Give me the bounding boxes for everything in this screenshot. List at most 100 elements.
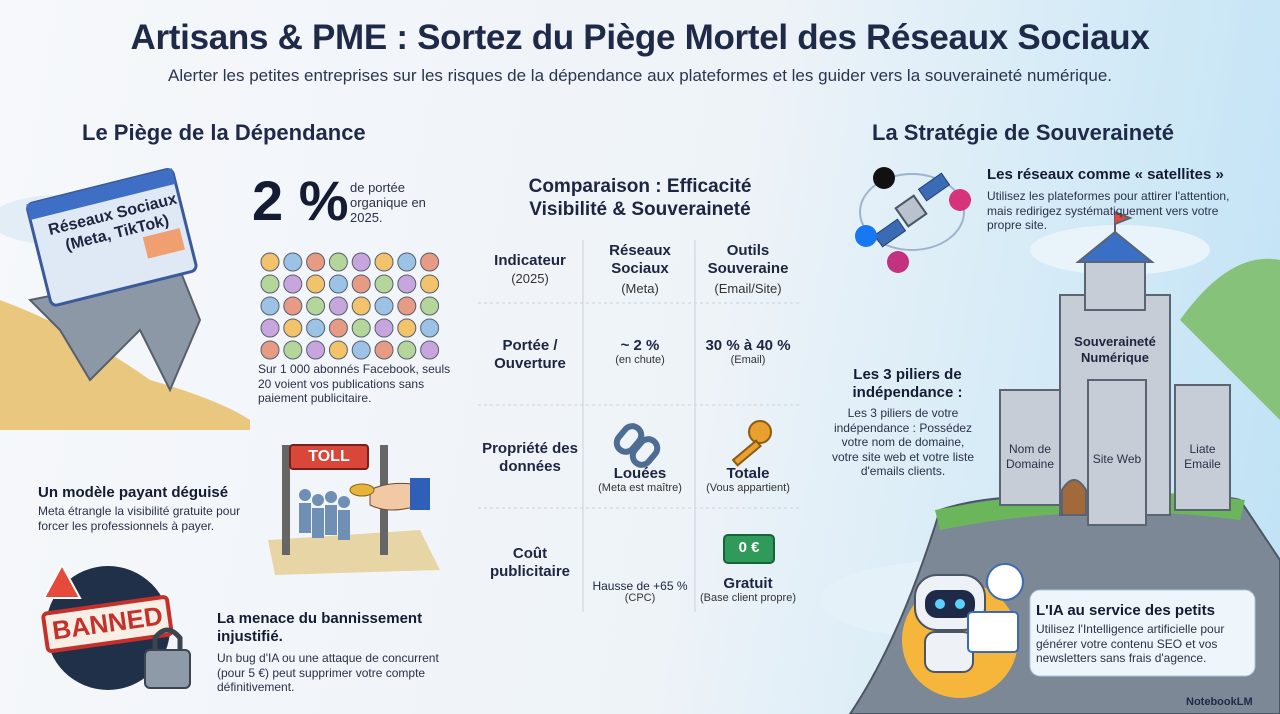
table-cell: Propriété des données	[482, 440, 578, 475]
avatar	[397, 274, 417, 294]
avatar	[306, 252, 326, 272]
avatar	[351, 252, 371, 272]
satellite-illustration	[855, 167, 971, 273]
avatar	[328, 252, 348, 272]
table-header-sub: (Email/Site)	[714, 281, 782, 296]
avatar	[306, 274, 326, 294]
avatar	[374, 252, 394, 272]
avatar	[420, 252, 440, 272]
avatar	[397, 318, 417, 338]
table-cell: Gratuit	[723, 575, 773, 592]
table-header: Réseaux Sociaux	[609, 242, 671, 277]
title: Artisans & PME : Sortez du Piège Mortel …	[130, 18, 1150, 57]
avatar	[283, 252, 303, 272]
table-cell: Coût publicitaire	[489, 545, 571, 580]
avatar	[397, 340, 417, 360]
ai-card	[1029, 589, 1256, 677]
table-cell-sub: (CPC)	[624, 592, 656, 604]
avatar	[260, 252, 280, 272]
avatar	[283, 296, 303, 316]
stat-value: 2 %	[252, 169, 349, 232]
key-icon	[731, 420, 772, 467]
table-lines	[478, 240, 802, 612]
avatar	[328, 274, 348, 294]
avatar	[420, 318, 440, 338]
hill	[1180, 258, 1280, 420]
stat-caption: Sur 1 000 abonnés Facebook, seuls 20 voi…	[258, 362, 451, 405]
ban-text: Un bug d'IA ou une attaque de concurrent…	[217, 651, 439, 694]
brand: NotebookLM	[1186, 696, 1253, 708]
table-cell-sub: (en chute)	[615, 354, 665, 366]
ai-title: L'IA au service des petits	[1036, 602, 1215, 619]
table-cell: Totale	[726, 465, 770, 482]
section-heading: La Stratégie de Souveraineté	[872, 120, 1174, 145]
chain-icon	[613, 423, 661, 468]
avatar	[374, 318, 394, 338]
table-cell-sub: (Vous appartient)	[706, 482, 790, 494]
table-header-sub: (Meta)	[621, 281, 659, 296]
toll-sign: TOLL	[308, 448, 350, 465]
table-cell: Hausse de +65 %	[592, 579, 688, 593]
browser-window	[26, 167, 198, 307]
tower-label: Nom de Domaine	[1005, 442, 1055, 471]
avatar	[351, 340, 371, 360]
ai-text: Utilisez l'Intelligence artificielle pou…	[1036, 622, 1225, 665]
subtitle: Alerter les petites entreprises sur les …	[167, 66, 1112, 85]
avatar	[283, 340, 303, 360]
avatar	[351, 296, 371, 316]
avatar	[283, 318, 303, 338]
avatar-grid	[260, 252, 440, 360]
avatar	[351, 318, 371, 338]
satellites-text: Utilisez les plateformes pour attirer l'…	[987, 189, 1230, 232]
table-title: Comparaison : Efficacité Visibilité & So…	[528, 176, 752, 220]
table-cell: ~ 2 %	[620, 337, 660, 354]
ban-title: La menace du bannissement injustifié.	[217, 610, 423, 645]
satellites-title: Les réseaux comme « satellites »	[987, 166, 1224, 183]
table-header-sub: (2025)	[511, 271, 549, 286]
pillars-text: Les 3 piliers de votre indépendance : Po…	[831, 406, 975, 478]
castle-label: Souveraineté Numérique	[1074, 334, 1156, 365]
stat-label: de portée organique en 2025.	[350, 180, 426, 225]
money-badge	[723, 534, 775, 564]
money-badge-label: 0 €	[738, 539, 760, 556]
banned-illustration	[41, 562, 191, 690]
table-cell: Portée / Ouverture	[494, 337, 566, 372]
avatar	[397, 252, 417, 272]
avatar	[420, 340, 440, 360]
section-heading: Le Piège de la Dépendance	[82, 120, 366, 145]
avatar	[328, 318, 348, 338]
avatar	[260, 340, 280, 360]
avatar	[374, 340, 394, 360]
avatar	[397, 296, 417, 316]
castle	[999, 211, 1231, 526]
avatar	[306, 296, 326, 316]
avatar	[283, 274, 303, 294]
table-cell-sub: (Meta est maître)	[598, 482, 682, 494]
avatar	[328, 296, 348, 316]
robot-illustration	[902, 563, 1024, 698]
table-cell-sub: (Email)	[730, 354, 766, 366]
table-cell: 30 % à 40 %	[705, 337, 791, 354]
toll-illustration	[268, 444, 440, 575]
table-header: Indicateur	[494, 252, 566, 269]
avatar	[420, 274, 440, 294]
tower-label: Site Web	[1092, 452, 1142, 466]
avatar	[374, 296, 394, 316]
paid-title: Un modèle payant déguisé	[38, 484, 229, 501]
avatar	[260, 296, 280, 316]
avatar	[260, 318, 280, 338]
avatar	[351, 274, 371, 294]
pillars-title: Les 3 piliers de indépendance :	[852, 366, 963, 401]
avatar	[306, 318, 326, 338]
tower-label: Liate Emaile	[1184, 442, 1221, 471]
avatar	[260, 274, 280, 294]
avatar	[374, 274, 394, 294]
avatar	[420, 296, 440, 316]
table-cell-sub: (Base client propre)	[700, 592, 796, 604]
table-cell: Louées	[613, 465, 667, 482]
avatar	[306, 340, 326, 360]
table-header: Outils Souveraine	[707, 242, 789, 277]
paid-text: Meta étrangle la visibilité gratuite pou…	[38, 504, 241, 533]
